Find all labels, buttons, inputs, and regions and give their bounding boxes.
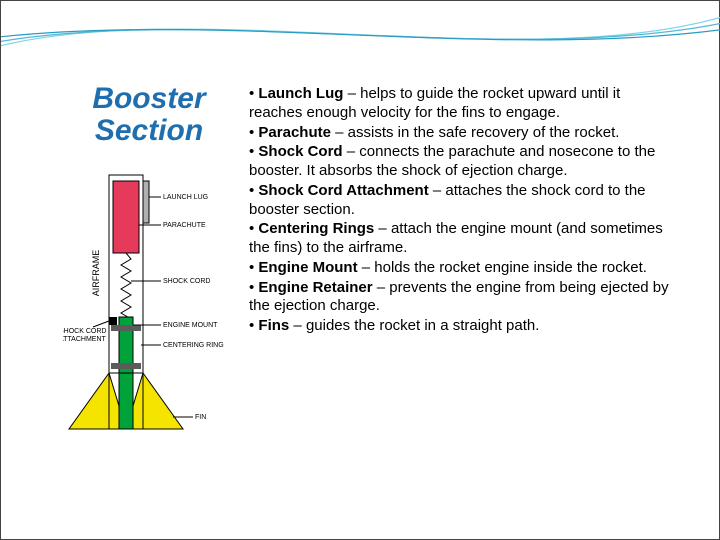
body-text: • Launch Lug – helps to guide the rocket… bbox=[249, 85, 669, 337]
bullet-term: Parachute bbox=[258, 124, 331, 141]
fin-left bbox=[69, 373, 109, 429]
launch-lug bbox=[143, 181, 149, 223]
bullet-marker: • bbox=[249, 85, 258, 102]
title-line-1: Booster bbox=[79, 83, 219, 115]
bullet-item: • Fins – guides the rocket in a straight… bbox=[249, 317, 669, 336]
diagram-label: ENGINE MOUNT bbox=[163, 322, 218, 329]
centering-ring-top bbox=[111, 325, 141, 331]
diagram-label: ATTACHMENT bbox=[63, 336, 107, 343]
diagram-label: PARACHUTE bbox=[163, 222, 206, 229]
bullet-term: Fins bbox=[258, 317, 289, 334]
bullet-desc: – guides the rocket in a straight path. bbox=[289, 317, 539, 334]
bullet-term: Engine Mount bbox=[258, 259, 357, 276]
diagram-label: LAUNCH LUG bbox=[163, 194, 208, 201]
bullet-marker: • bbox=[249, 279, 258, 296]
diagram-label: FIN bbox=[195, 414, 206, 421]
bullet-item: • Shock Cord – connects the parachute an… bbox=[249, 143, 669, 181]
diagram-label: CENTERING RING bbox=[163, 342, 224, 349]
bullet-desc: – assists in the safe recovery of the ro… bbox=[331, 124, 619, 141]
bullet-item: • Engine Retainer – prevents the engine … bbox=[249, 279, 669, 317]
bullet-item: • Centering Rings – attach the engine mo… bbox=[249, 220, 669, 258]
bullet-marker: • bbox=[249, 124, 258, 141]
bullet-term: Shock Cord Attachment bbox=[258, 182, 428, 199]
airframe-label: AIRFRAME bbox=[91, 250, 101, 297]
engine-bottom bbox=[119, 373, 133, 429]
fin-right bbox=[143, 373, 183, 429]
bullet-marker: • bbox=[249, 143, 258, 160]
bullet-term: Launch Lug bbox=[258, 85, 343, 102]
slide: Booster Section • Launch Lug – helps to … bbox=[0, 0, 720, 540]
wave-decoration bbox=[1, 1, 720, 81]
bullet-term: Shock Cord bbox=[258, 143, 342, 160]
bullet-marker: • bbox=[249, 259, 258, 276]
shock-cord-attachment bbox=[109, 317, 117, 325]
slide-title: Booster Section bbox=[79, 83, 219, 146]
centering-ring-bottom bbox=[111, 363, 141, 369]
diagram-label: SHOCK CORD bbox=[63, 328, 106, 335]
parachute bbox=[113, 181, 139, 253]
bullet-marker: • bbox=[249, 182, 258, 199]
title-line-2: Section bbox=[79, 115, 219, 147]
rocket-diagram: AIRFRAME LAUNCH LUG PARACHUTE SHOCK CORD ENG… bbox=[63, 167, 233, 477]
bullet-item: • Engine Mount – holds the rocket engine… bbox=[249, 259, 669, 278]
bullet-term: Centering Rings bbox=[258, 220, 374, 237]
bullet-marker: • bbox=[249, 317, 258, 334]
diagram-label: SHOCK CORD bbox=[163, 278, 210, 285]
bullet-item: • Launch Lug – helps to guide the rocket… bbox=[249, 85, 669, 123]
bullet-marker: • bbox=[249, 220, 258, 237]
bullet-item: • Parachute – assists in the safe recove… bbox=[249, 124, 669, 143]
bullet-term: Engine Retainer bbox=[258, 279, 372, 296]
bullet-item: • Shock Cord Attachment – attaches the s… bbox=[249, 182, 669, 220]
leader-line bbox=[93, 321, 109, 327]
bullet-desc: – holds the rocket engine inside the roc… bbox=[358, 259, 647, 276]
